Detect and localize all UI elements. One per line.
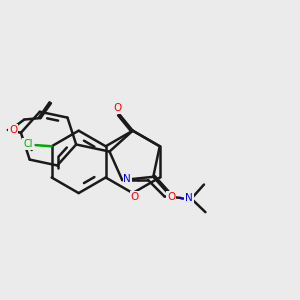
Text: N: N	[123, 174, 131, 184]
Text: O: O	[9, 125, 17, 135]
Text: O: O	[167, 192, 175, 202]
Text: O: O	[131, 192, 139, 202]
Text: N: N	[185, 193, 193, 203]
Text: O: O	[114, 103, 122, 113]
Text: Cl: Cl	[23, 139, 33, 149]
